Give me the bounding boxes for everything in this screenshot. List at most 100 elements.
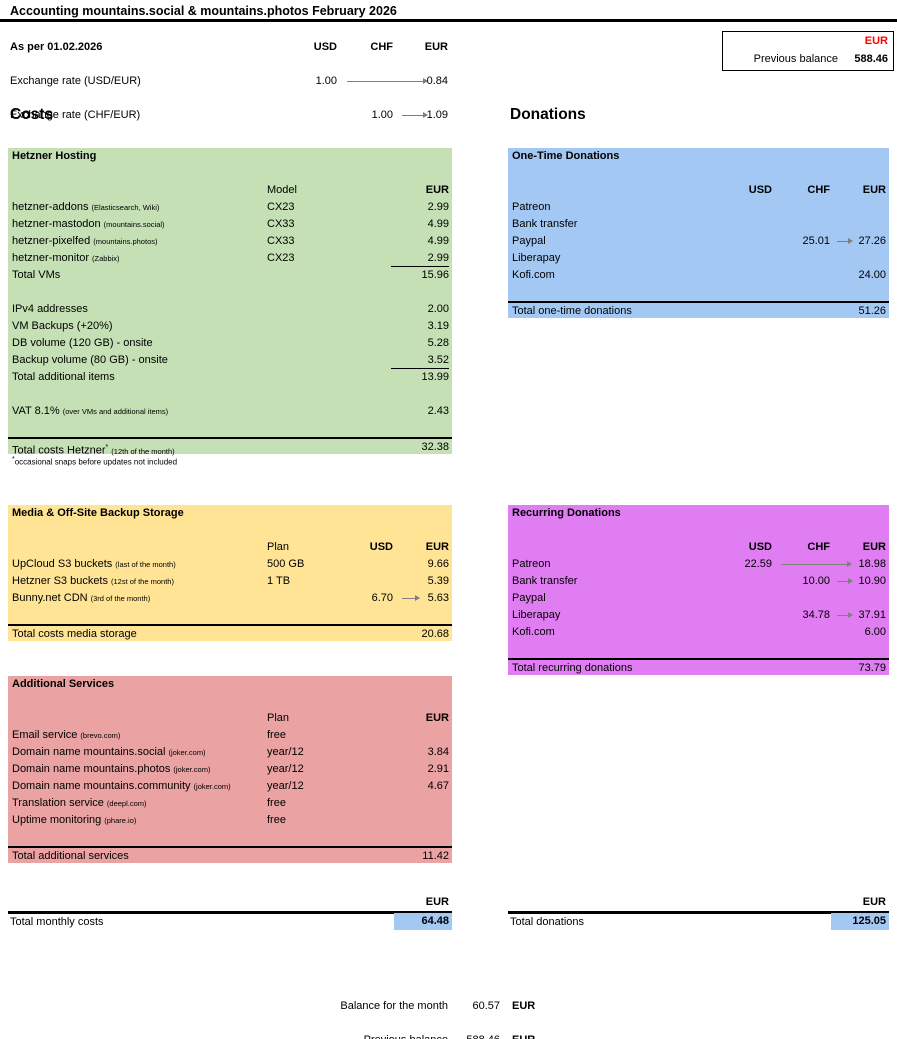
table-row: hetzner-mastodon (mountains.social) CX33 … <box>8 216 452 233</box>
label-note: (deepl.com) <box>106 799 147 808</box>
eur-value: 32.38 <box>421 441 449 453</box>
total-label: Total additional services <box>12 850 129 862</box>
row-label: Patreon <box>512 201 551 213</box>
label-note: (12th of the month) <box>111 446 175 456</box>
usd-value: 22.59 <box>744 558 772 570</box>
summary-currency: EUR <box>512 1032 535 1039</box>
usd-value: 1.00 <box>315 75 337 87</box>
conversion-arrow-icon <box>837 578 853 584</box>
costs-eur-header: EUR <box>425 896 449 908</box>
total-label: Total costs Hetzner* (12th of the month) <box>12 439 175 457</box>
column-header-row: Model EUR <box>8 182 452 199</box>
row-label: Bank transfer <box>512 575 578 587</box>
eur-value: 9.66 <box>427 558 449 570</box>
table-row: Email service (brevo.com) free <box>8 727 452 744</box>
additional-services-table: Additional Services Plan EUR Email servi… <box>8 676 452 863</box>
table-row: hetzner-pixelfed (mountains.photos) CX33 … <box>8 233 452 250</box>
eur-value: 2.43 <box>427 405 449 417</box>
chf-value: 10.00 <box>802 575 830 587</box>
chf-value: 1.00 <box>371 109 393 121</box>
table-title: One-Time Donations <box>512 150 620 162</box>
eur-value: 51.26 <box>858 305 886 317</box>
chf-value: 34.78 <box>802 609 830 621</box>
row-label: Hetzner S3 buckets (12st of the month) <box>12 573 174 590</box>
row-label: Domain name mountains.social (joker.com) <box>12 744 206 761</box>
hetzner-hosting-table: Hetzner Hosting Model EUR hetzner-addons… <box>8 148 452 457</box>
table-row: Paypal 25.01 27.26 <box>508 233 889 250</box>
eur-value: 6.00 <box>864 626 886 638</box>
chf-column-header: CHF <box>807 541 830 553</box>
eur-value: 3.52 <box>391 352 449 369</box>
row-label: Paypal <box>512 592 546 604</box>
plan-column-header: Plan <box>267 712 290 724</box>
eur-column-header: EUR <box>862 541 886 553</box>
row-label: hetzner-pixelfed (mountains.photos) <box>12 233 157 250</box>
summary-label: Previous balance <box>248 1032 448 1039</box>
exchange-rate-usd-row: Exchange rate (USD/EUR) 1.00 0.84 <box>0 73 460 90</box>
row-label: hetzner-monitor (Zabbix) <box>12 250 120 267</box>
column-header-row: USD CHF EUR <box>508 182 889 199</box>
table-title: Additional Services <box>12 678 115 690</box>
label-note: (brevo.com) <box>80 731 121 740</box>
table-row: Kofi.com 6.00 <box>508 624 889 641</box>
spacer-row <box>8 607 452 624</box>
table-title-row: Recurring Donations <box>508 505 889 522</box>
total-row: Total additional services 11.42 <box>8 846 452 863</box>
label-note: (joker.com) <box>173 765 211 774</box>
eur-value: 37.91 <box>858 609 886 621</box>
table-row: Backup volume (80 GB) - onsite 3.52 <box>8 352 452 369</box>
table-title: Hetzner Hosting <box>12 150 97 162</box>
eur-value: 3.19 <box>427 320 449 332</box>
row-label: Exchange rate (CHF/EUR) <box>10 109 141 121</box>
table-row: Domain name mountains.social (joker.com) … <box>8 744 452 761</box>
table-row: hetzner-monitor (Zabbix) CX23 2.99 <box>8 250 452 267</box>
label-note: (Zabbix) <box>92 254 120 263</box>
balance-month-row: Balance for the month 60.57 EUR <box>0 998 897 1015</box>
plan-value: free <box>267 814 286 826</box>
table-row: hetzner-addons (Elasticsearch, Wiki) CX23… <box>8 199 452 216</box>
eur-value: 2.99 <box>391 250 449 267</box>
row-label: Paypal <box>512 235 546 247</box>
label-note: (joker.com) <box>168 748 206 757</box>
label-note: (phare.io) <box>104 816 137 825</box>
row-label: Exchange rate (USD/EUR) <box>10 75 141 87</box>
eur-value: 5.28 <box>427 337 449 349</box>
table-row: UpCloud S3 buckets (last of the month) 50… <box>8 556 452 573</box>
label-text: hetzner-addons <box>12 201 89 213</box>
chf-column-header: CHF <box>370 41 393 53</box>
table-row: Patreon <box>508 199 889 216</box>
label-text: Email service <box>12 729 78 741</box>
eur-value: 3.84 <box>427 746 449 758</box>
vat-row: VAT 8.1% (over VMs and additional items) … <box>8 403 452 420</box>
footnote-marker: * <box>12 456 15 463</box>
row-label: IPv4 addresses <box>12 303 88 315</box>
plan-value: year/12 <box>267 746 304 758</box>
table-row: DB volume (120 GB) - onsite 5.28 <box>8 335 452 352</box>
spacer-row <box>8 522 452 539</box>
conversion-arrow-icon <box>837 612 853 618</box>
spacer-row <box>508 522 889 539</box>
conversion-arrow-icon <box>402 595 420 601</box>
label-text: hetzner-mastodon <box>12 218 101 230</box>
table-row: Domain name mountains.community (joker.co… <box>8 778 452 795</box>
spacer-row <box>8 284 452 301</box>
eur-column-header: EUR <box>425 184 449 196</box>
subtotal-row: Total VMs 15.96 <box>8 267 452 284</box>
column-header-row: Plan EUR <box>8 710 452 727</box>
plan-value: free <box>267 729 286 741</box>
eur-value: 5.63 <box>427 592 449 604</box>
total-donations-label: Total donations <box>510 916 584 928</box>
row-label: Bank transfer <box>512 218 578 230</box>
title-underline <box>0 19 897 22</box>
eur-value: 4.99 <box>427 218 449 230</box>
row-label: Kofi.com <box>512 269 555 281</box>
eur-value: 15.96 <box>421 269 449 281</box>
spacer-row <box>8 386 452 403</box>
table-title-row: Additional Services <box>8 676 452 693</box>
eur-value: 5.39 <box>427 575 449 587</box>
label-text: hetzner-pixelfed <box>12 235 91 247</box>
plan-column-header: Plan <box>267 541 290 553</box>
table-title-row: Hetzner Hosting <box>8 148 452 165</box>
exchange-rate-chf-row: Exchange rate (CHF/EUR) 1.00 1.09 <box>0 107 460 124</box>
